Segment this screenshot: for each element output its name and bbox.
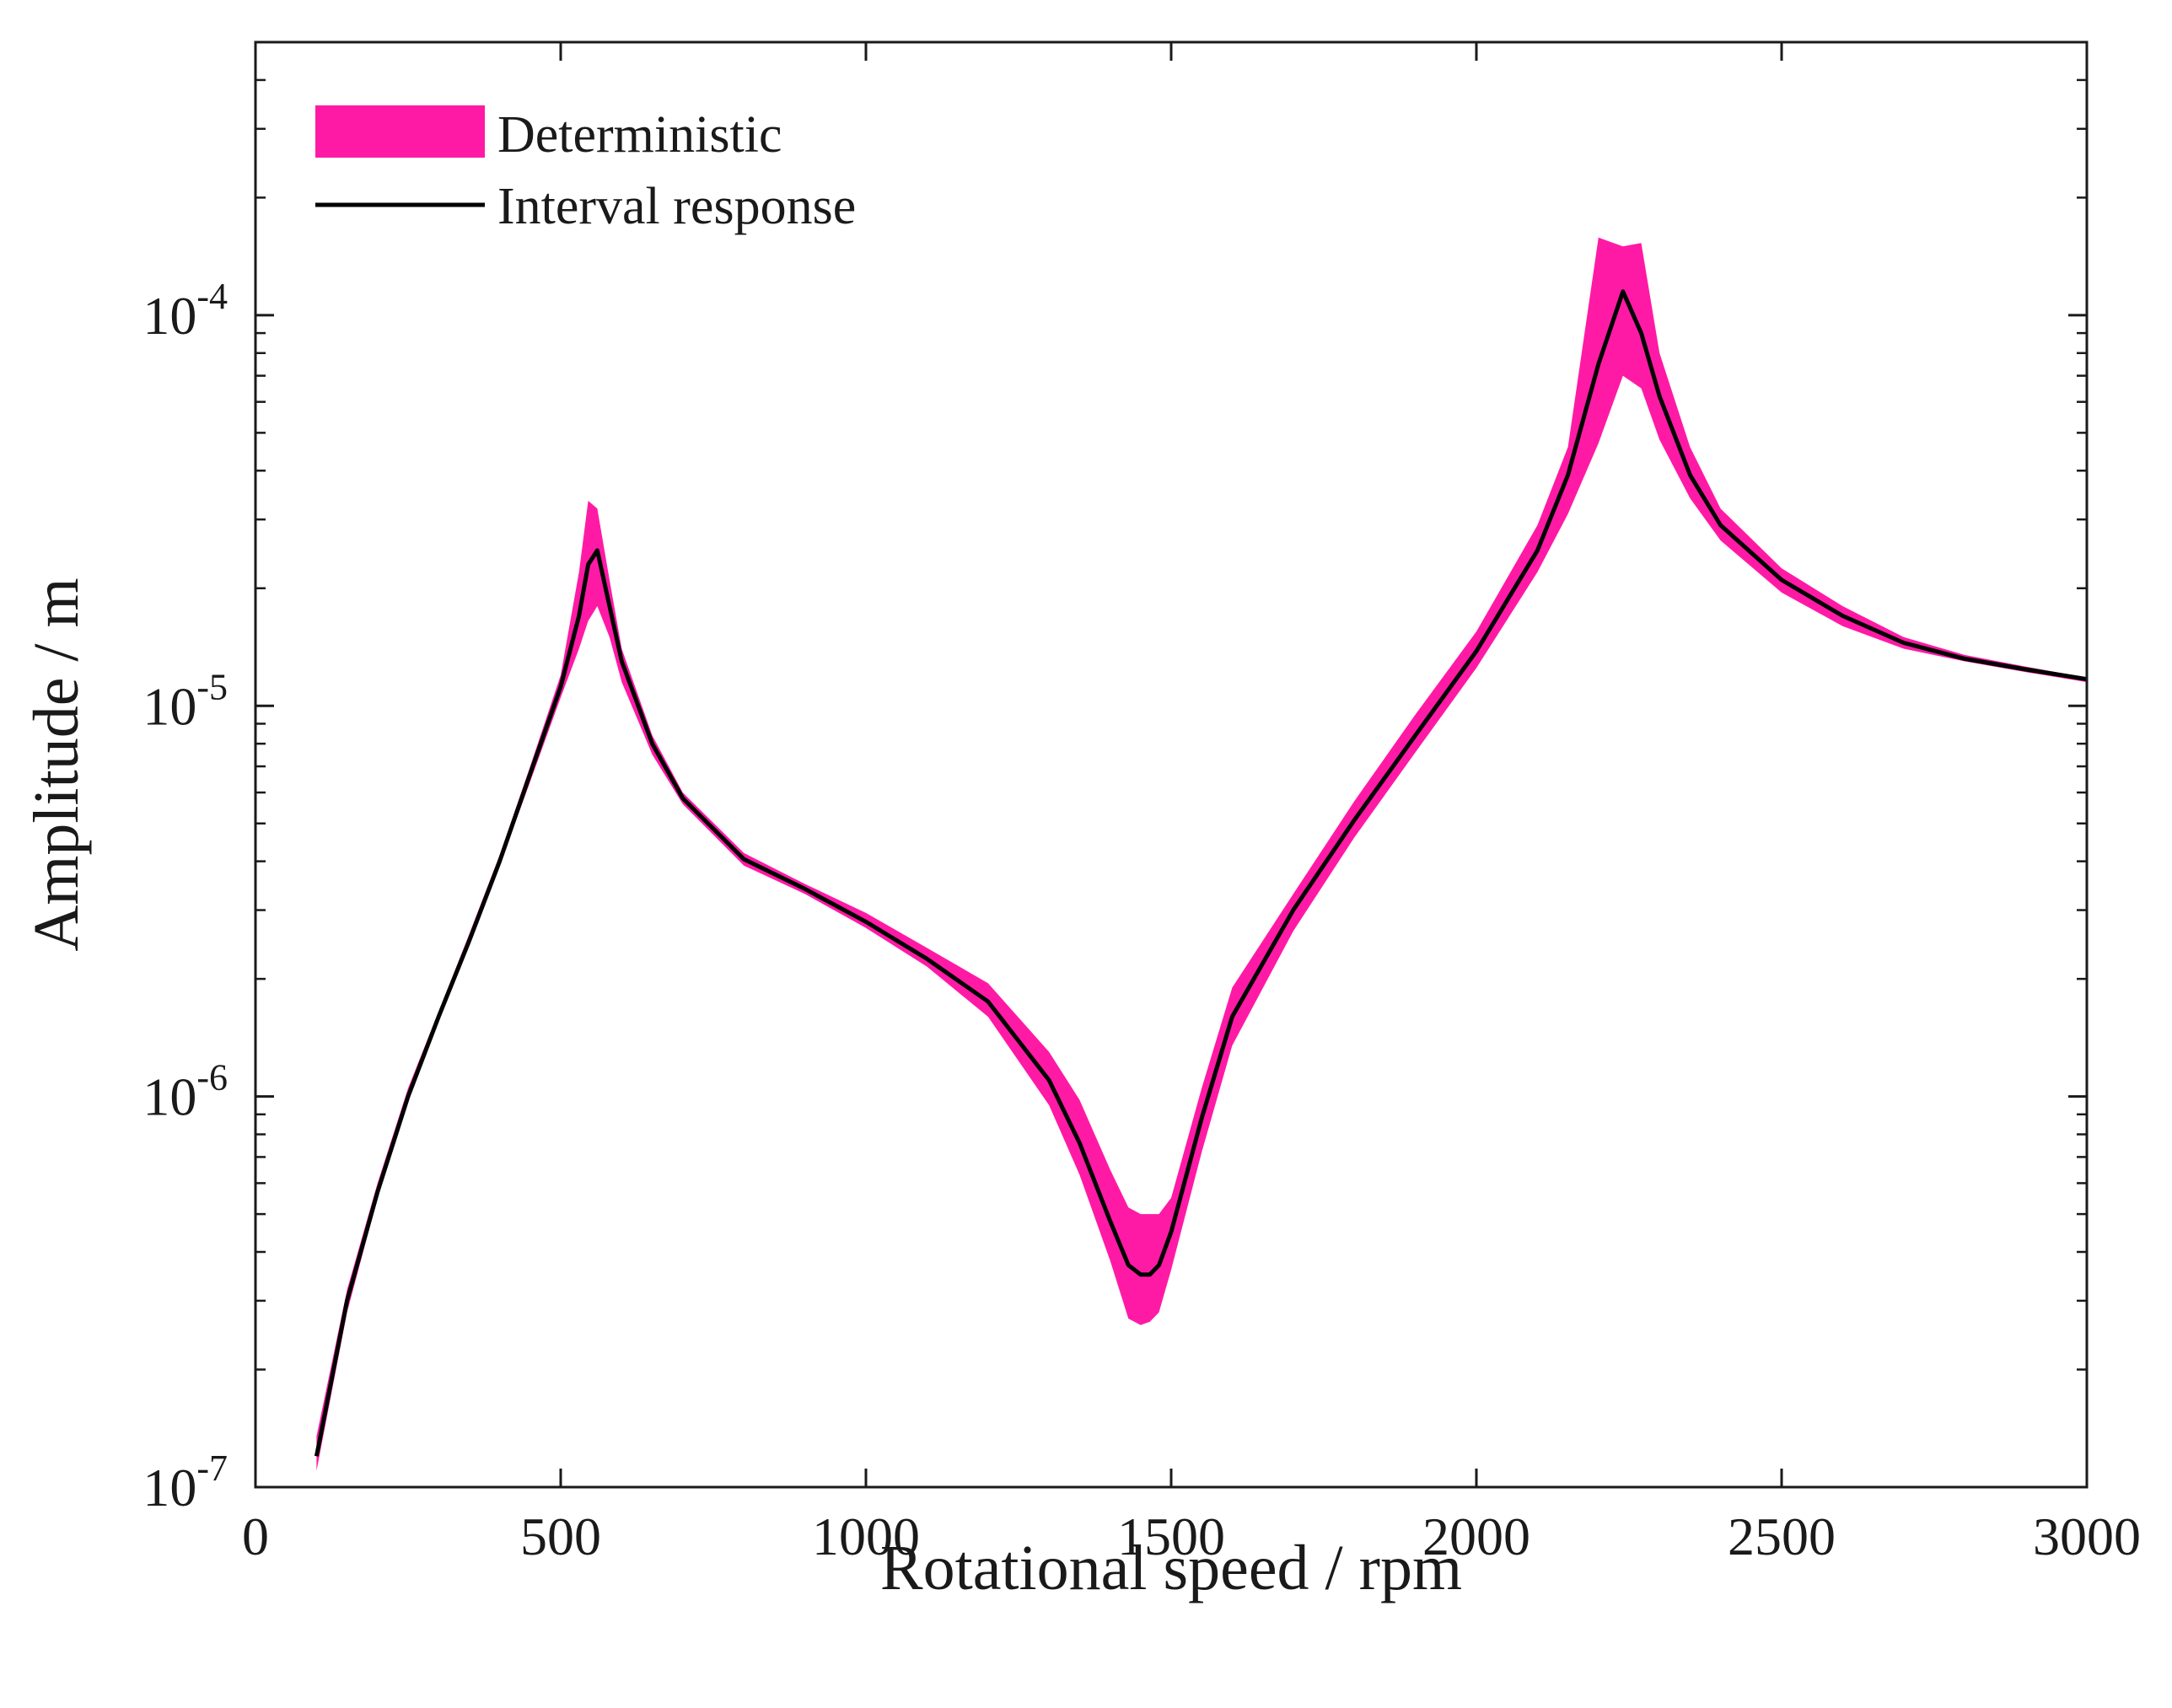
- legend: Deterministic Interval response: [315, 105, 856, 235]
- x-axis-label: Rotational speed / rpm: [880, 1533, 1462, 1603]
- x-tick-label: 3000: [2033, 1507, 2141, 1566]
- axes-frame: [254, 40, 2089, 1489]
- legend-swatch-deterministic: [315, 105, 485, 158]
- y-tick-label: 10-6: [142, 1057, 228, 1127]
- interval-response-line: [314, 289, 2087, 1457]
- x-tick-label: 1500: [1117, 1507, 1225, 1566]
- x-tick-label: 2000: [1422, 1507, 1530, 1566]
- legend-label-deterministic: Deterministic: [497, 106, 782, 164]
- y-tick-label: 10-7: [142, 1448, 228, 1517]
- plot-area: [314, 237, 2087, 1471]
- x-tick-label: 1000: [812, 1507, 920, 1566]
- y-axis-label: Amplitude / m: [21, 577, 92, 951]
- legend-label-interval-response: Interval response: [497, 178, 856, 235]
- x-tick-label: 500: [520, 1507, 601, 1566]
- y-tick-label: 10-5: [142, 666, 228, 736]
- y-tick-labels: 10-7 10-6 10-5 10-4: [142, 276, 228, 1517]
- y-tick-label: 10-4: [142, 276, 228, 346]
- x-tick-label: 2500: [1728, 1507, 1836, 1566]
- x-tick-label: 0: [242, 1507, 269, 1566]
- x-tick-labels: 0 500 1000 1500 2000 2500 3000: [242, 1507, 2141, 1566]
